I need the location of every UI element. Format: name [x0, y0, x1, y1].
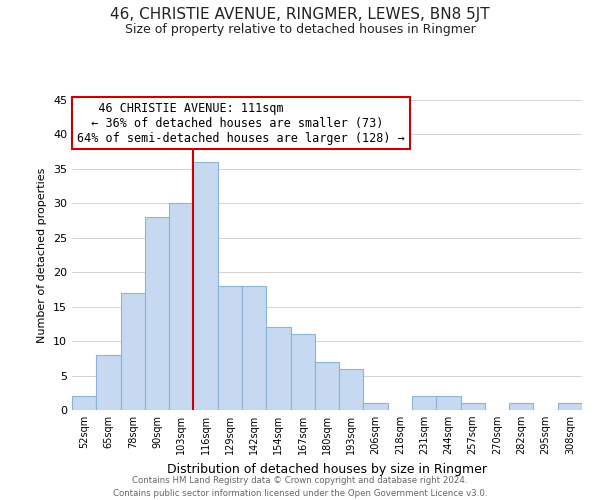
Y-axis label: Number of detached properties: Number of detached properties	[37, 168, 47, 342]
Text: 46, CHRISTIE AVENUE, RINGMER, LEWES, BN8 5JT: 46, CHRISTIE AVENUE, RINGMER, LEWES, BN8…	[110, 8, 490, 22]
Bar	[218, 286, 242, 410]
Text: Size of property relative to detached houses in Ringmer: Size of property relative to detached ho…	[125, 22, 475, 36]
Bar	[461, 403, 485, 410]
Bar	[339, 368, 364, 410]
Bar	[121, 293, 145, 410]
Bar	[242, 286, 266, 410]
Bar	[72, 396, 96, 410]
Bar	[96, 355, 121, 410]
Text: 46 CHRISTIE AVENUE: 111sqm
  ← 36% of detached houses are smaller (73)
64% of se: 46 CHRISTIE AVENUE: 111sqm ← 36% of deta…	[77, 102, 405, 144]
Bar	[558, 403, 582, 410]
Bar	[315, 362, 339, 410]
Bar	[412, 396, 436, 410]
Bar	[266, 328, 290, 410]
Bar	[364, 403, 388, 410]
Bar	[193, 162, 218, 410]
Text: Contains HM Land Registry data © Crown copyright and database right 2024.
Contai: Contains HM Land Registry data © Crown c…	[113, 476, 487, 498]
Bar	[145, 217, 169, 410]
X-axis label: Distribution of detached houses by size in Ringmer: Distribution of detached houses by size …	[167, 462, 487, 475]
Bar	[290, 334, 315, 410]
Bar	[436, 396, 461, 410]
Bar	[169, 204, 193, 410]
Bar	[509, 403, 533, 410]
